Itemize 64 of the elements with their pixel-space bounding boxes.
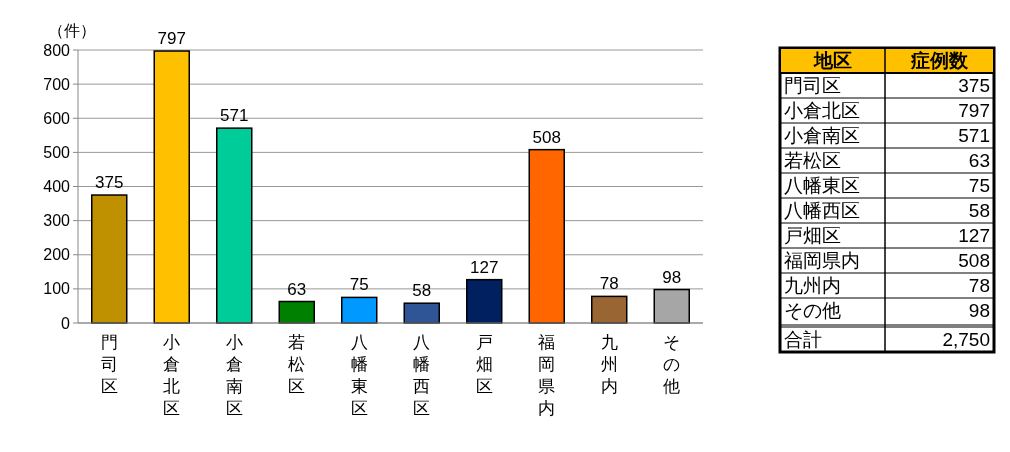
y-axis-title: （件） [48, 22, 96, 39]
x-tick-label: 小倉南区 [225, 333, 243, 418]
x-tick-label: 戸畑区 [475, 333, 493, 396]
data-label: 98 [968, 300, 990, 322]
data-label: 571 [958, 125, 990, 147]
bar [466, 278, 503, 324]
data-label: 375 [95, 173, 124, 193]
category-label: 戸畑区 [784, 225, 841, 247]
bar [153, 50, 190, 324]
bar [278, 300, 315, 324]
bar [341, 296, 378, 324]
category-label: 小倉南区 [784, 125, 860, 147]
x-tick-label: 九州内 [600, 333, 618, 396]
data-label: 127 [958, 225, 990, 247]
y-tick-label: 800 [43, 41, 71, 59]
bar [403, 302, 440, 324]
y-tick-label: 0 [61, 314, 71, 332]
x-tick-label: その他 [663, 333, 681, 396]
text: 地区 [812, 50, 852, 72]
y-tick-label: 100 [43, 280, 71, 298]
bar [91, 194, 128, 324]
x-tick-label: 門司区 [100, 333, 118, 396]
y-tick-label: 300 [43, 212, 71, 230]
data-label: 571 [220, 106, 249, 126]
data-label: 58 [968, 200, 990, 222]
category-label: 合計 [784, 329, 822, 351]
category-label: 小倉北区 [784, 100, 860, 122]
data-label: 375 [958, 75, 990, 97]
data-label: 508 [532, 127, 561, 147]
data-label: 127 [470, 257, 499, 277]
category-label: 八幡東区 [784, 175, 860, 197]
data-label: 75 [349, 275, 369, 295]
data-label: 78 [968, 275, 990, 297]
data-label: 2,750 [942, 329, 990, 351]
category-label: 若松区 [784, 150, 841, 172]
bar [528, 148, 565, 324]
data-label: 58 [412, 281, 432, 301]
y-tick-label: 200 [43, 246, 71, 264]
text: 症例数 [910, 50, 969, 72]
data-label: 78 [599, 274, 619, 294]
bar [216, 127, 253, 324]
x-tick-label: 八幡西区 [413, 333, 431, 418]
y-tick-label: 700 [43, 75, 71, 93]
x-tick-label: 若松区 [288, 333, 306, 396]
x-tick-label: 小倉北区 [163, 333, 181, 418]
category-label: 福岡県内 [784, 250, 860, 272]
bar [653, 288, 690, 324]
data-label: 63 [968, 150, 990, 172]
y-tick-label: 500 [43, 143, 71, 161]
data-label: 63 [287, 279, 307, 299]
data-label: 75 [968, 175, 990, 197]
data-label: 508 [958, 250, 990, 272]
category-label: 門司区 [784, 75, 841, 97]
category-label: その他 [784, 300, 841, 322]
x-tick-label: 八幡東区 [350, 333, 368, 418]
category-label: 八幡西区 [784, 200, 860, 222]
y-tick-label: 400 [43, 178, 71, 196]
data-label: 797 [157, 29, 186, 49]
bar [591, 295, 628, 324]
data-label: 98 [662, 267, 682, 287]
data-label: 797 [958, 100, 990, 122]
category-label: 九州内 [784, 275, 841, 297]
x-tick-label: 福岡県内 [538, 333, 556, 418]
y-tick-label: 600 [43, 109, 71, 127]
